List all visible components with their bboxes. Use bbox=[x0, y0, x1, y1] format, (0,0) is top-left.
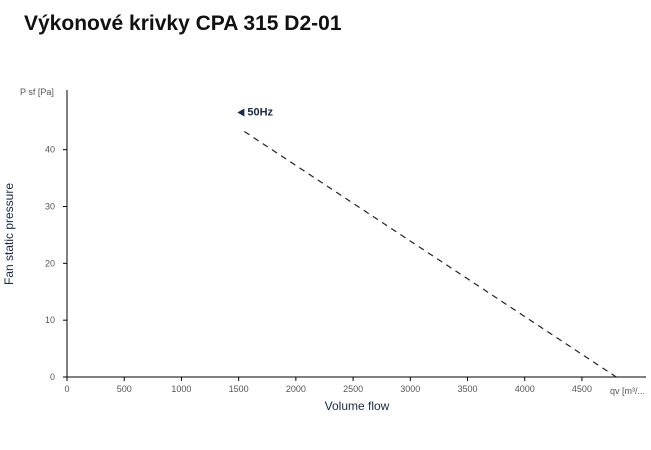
chart-axes bbox=[66, 90, 646, 378]
page-title: Výkonové krivky CPA 315 D2-01 bbox=[24, 12, 342, 35]
series-marker-icon bbox=[237, 108, 245, 117]
x-tick-label: 500 bbox=[117, 384, 132, 394]
x-tick-label: 1000 bbox=[171, 384, 191, 394]
x-tick-label: 2500 bbox=[343, 384, 363, 394]
series-line-50hz bbox=[244, 130, 617, 378]
y-axis-title: Fan static pressure bbox=[2, 183, 16, 285]
x-tick-label: 1500 bbox=[229, 384, 249, 394]
x-tick-label: 2000 bbox=[286, 384, 306, 394]
x-tick-label: 4500 bbox=[572, 384, 592, 394]
chart-series: 50Hz bbox=[237, 106, 617, 378]
x-tick-label: 4000 bbox=[515, 384, 535, 394]
y-axis-unit-label: P sf [Pa] bbox=[20, 87, 54, 97]
y-tick-label: 10 bbox=[45, 315, 55, 325]
y-tick-label: 20 bbox=[45, 258, 55, 268]
x-axis-title: Volume flow bbox=[325, 399, 390, 413]
x-tick-label: 3000 bbox=[400, 384, 420, 394]
x-axis-unit-label: qv [m³/... bbox=[610, 386, 645, 396]
series-label: 50Hz bbox=[247, 106, 273, 118]
y-tick-label: 40 bbox=[45, 145, 55, 155]
chart-ticks: 0 500 1000 1500 2000 2500 3000 3500 4000 4500 0 10 2… bbox=[45, 145, 592, 394]
y-tick-label: 0 bbox=[50, 372, 55, 382]
x-tick-label: 3500 bbox=[457, 384, 477, 394]
x-tick-label: 0 bbox=[64, 384, 69, 394]
y-tick-label: 30 bbox=[45, 202, 55, 212]
